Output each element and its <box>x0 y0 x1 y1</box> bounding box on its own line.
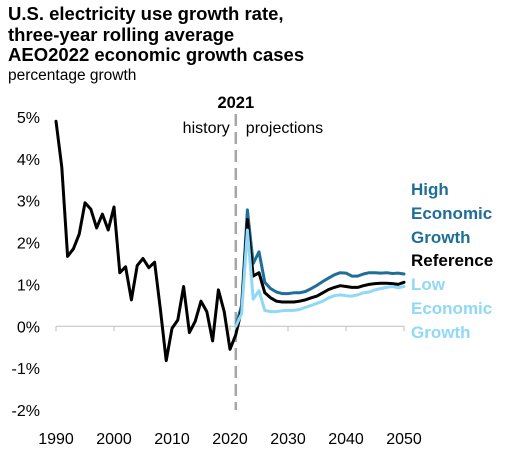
series-line-high-economic-growth <box>234 208 406 328</box>
y-tick-label: 4% <box>17 152 40 169</box>
y-tick-label: 2% <box>17 236 40 253</box>
series-line-low-economic-growth <box>234 228 406 328</box>
series-line-reference <box>54 119 406 363</box>
divider-year-label: 2021 <box>217 94 254 112</box>
x-tick-label: 2010 <box>154 431 190 448</box>
x-tick-label: 2050 <box>386 431 422 448</box>
x-tick-label: 2030 <box>270 431 306 448</box>
legend-label: Growth <box>411 323 471 342</box>
y-tick-label: 3% <box>17 194 40 211</box>
legend-label: Low <box>411 275 446 294</box>
title-block: U.S. electricity use growth rate, three-… <box>8 3 305 85</box>
x-tick-label: 2040 <box>328 431 364 448</box>
legend-label: Economic <box>411 299 492 318</box>
legend-label: Economic <box>411 204 492 223</box>
chart-title-line-2: three-year rolling average <box>8 23 235 45</box>
legend-label: Reference <box>411 251 493 270</box>
x-tick-label: 2000 <box>96 431 132 448</box>
y-tick-label: 5% <box>17 110 40 127</box>
x-axis-ticks <box>55 326 405 332</box>
chart-title-line-3: AEO2022 economic growth cases <box>8 44 305 65</box>
legend: High Economic Growth Reference Low Economic Gr… <box>411 180 493 342</box>
legend-label: Growth <box>411 228 471 247</box>
y-tick-label: -1% <box>12 361 40 378</box>
projections-label: projections <box>246 120 323 137</box>
y-tick-label: 0% <box>17 319 40 336</box>
y-tick-label: 1% <box>17 277 40 294</box>
y-axis-tick-labels: 5% 4% 3% 2% 1% 0% -1% -2% <box>12 110 40 420</box>
history-label: history <box>183 120 230 137</box>
x-axis-tick-labels: 1990 2000 2010 2020 2030 2040 2050 <box>38 431 422 448</box>
y-tick-label: -2% <box>12 403 40 420</box>
data-series <box>54 119 406 363</box>
x-tick-label: 2020 <box>212 431 248 448</box>
y-axis-label: percentage growth <box>8 66 137 84</box>
x-tick-label: 1990 <box>38 431 74 448</box>
chart-title-line-1: U.S. electricity use growth rate, <box>8 3 284 24</box>
legend-label: High <box>411 180 449 199</box>
